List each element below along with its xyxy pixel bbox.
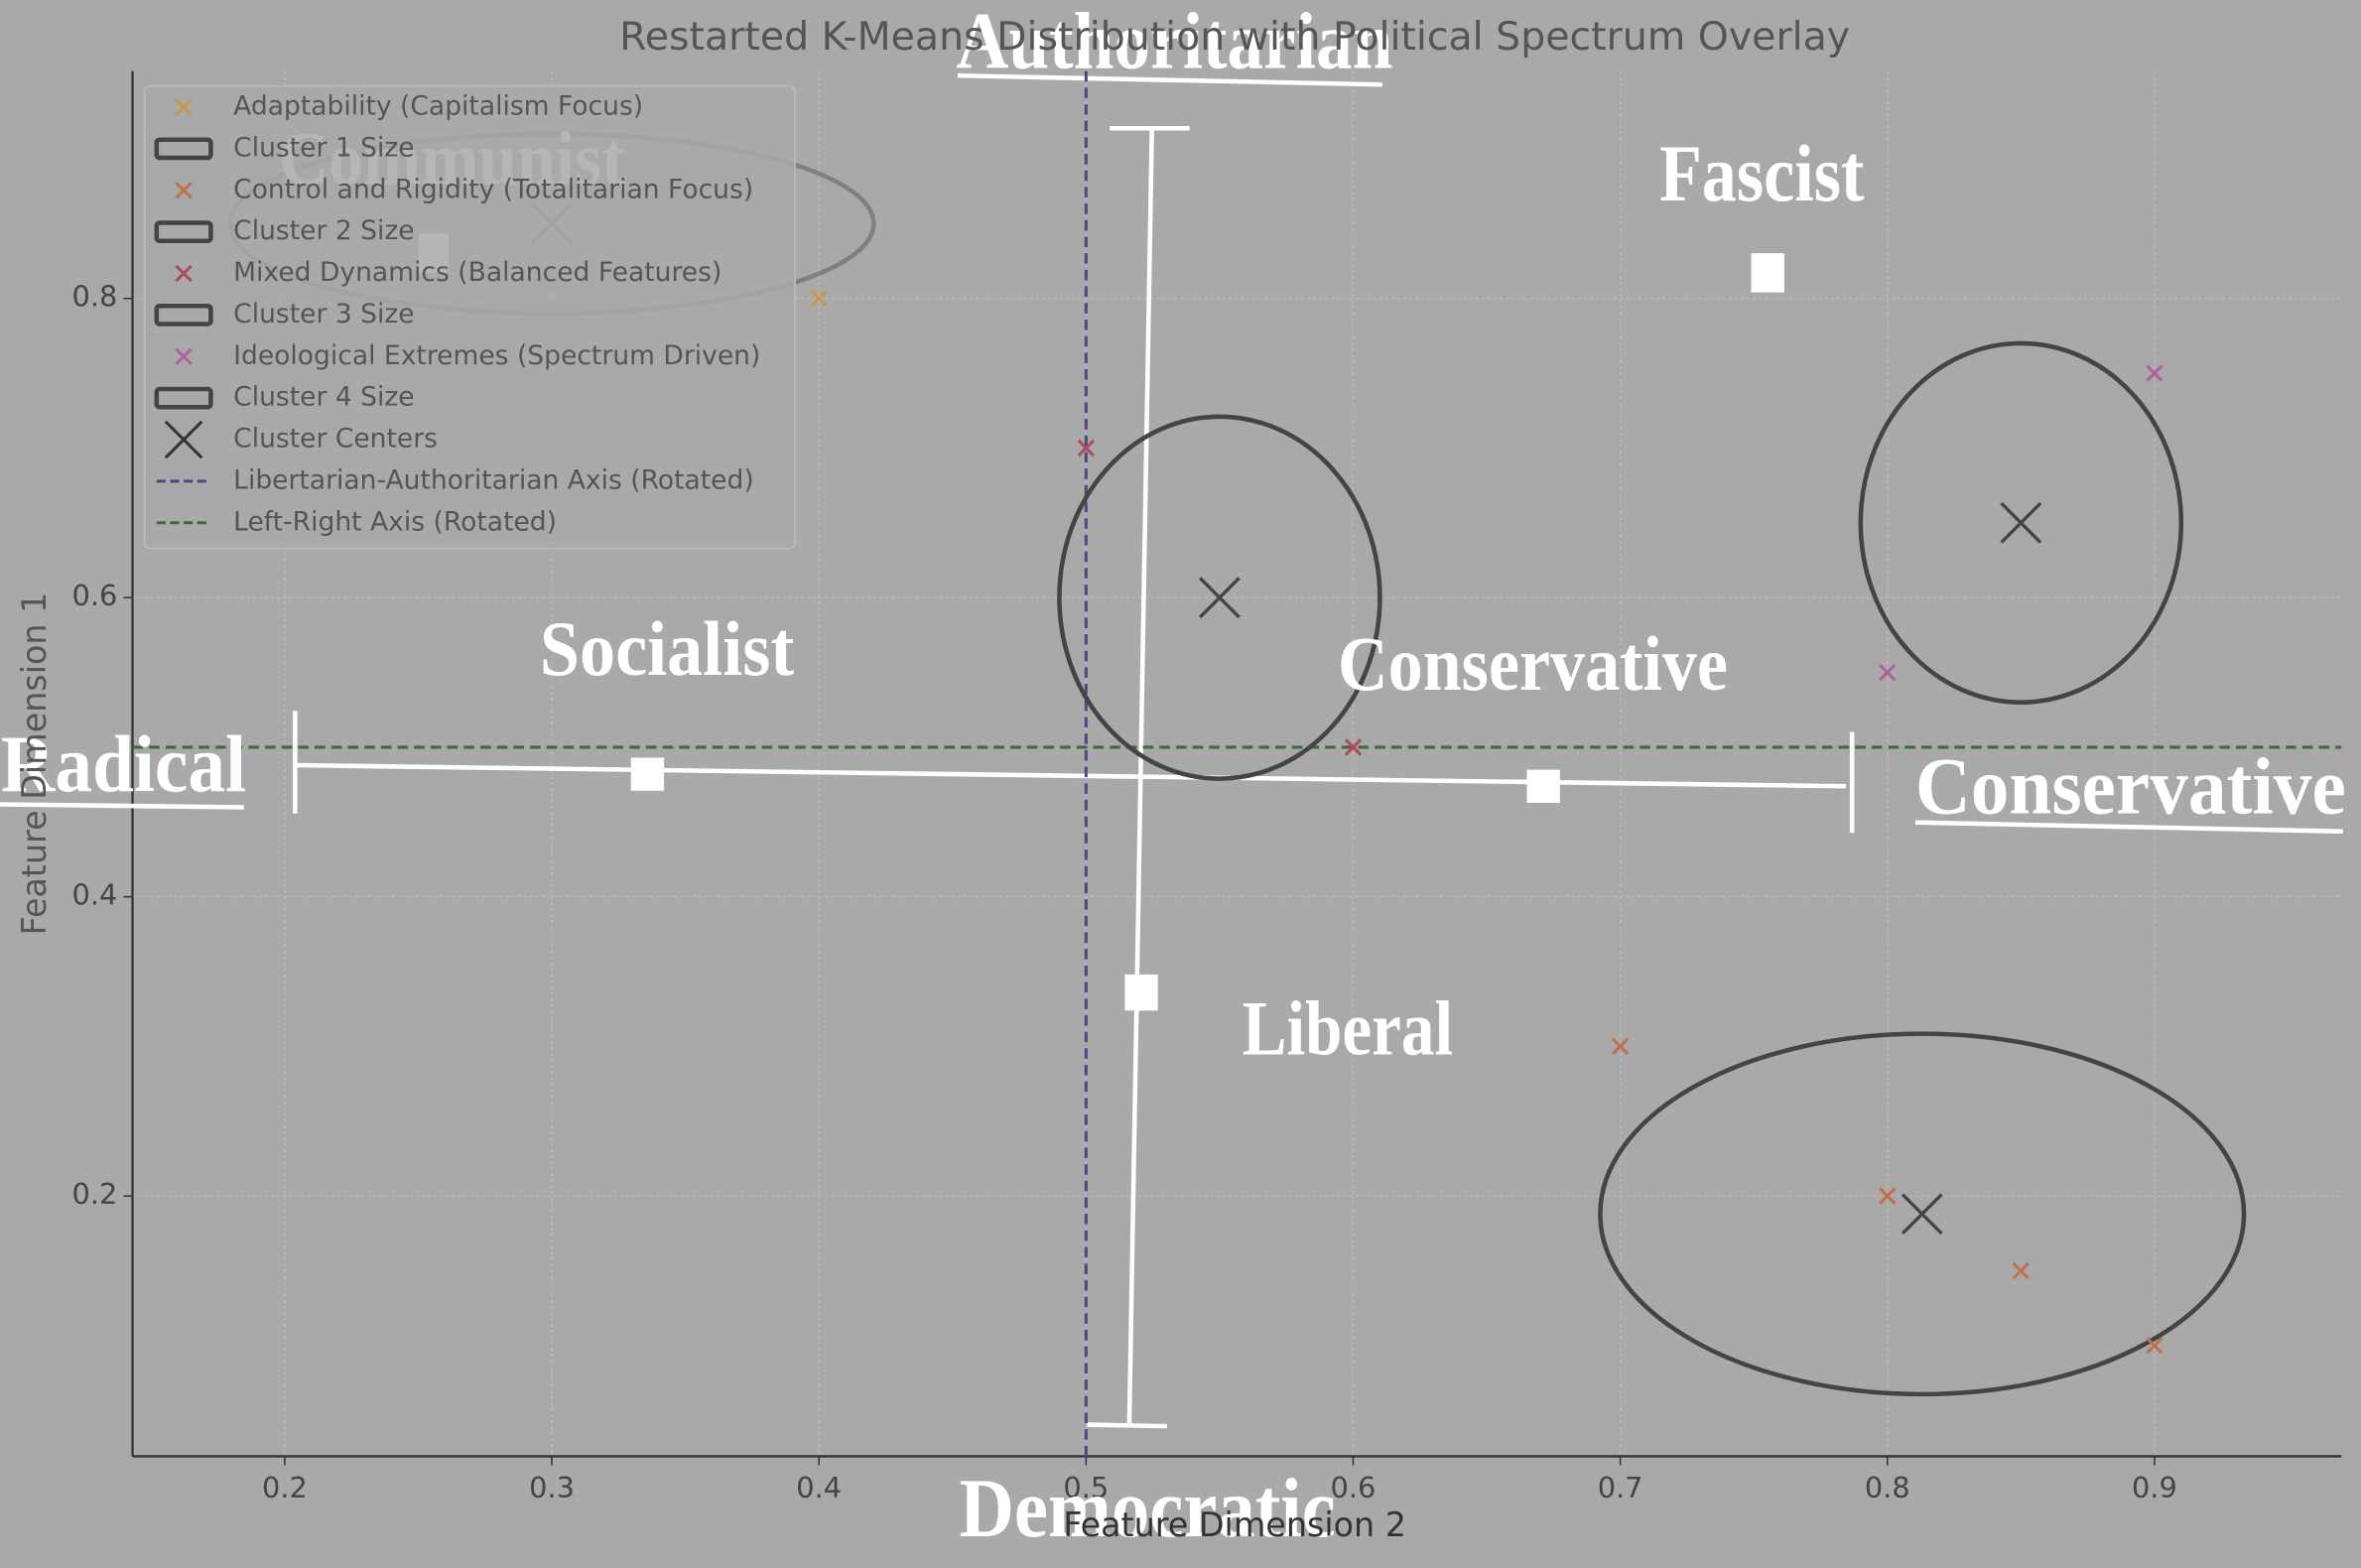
overlay-horizontal-arrow: [295, 762, 1847, 789]
x-axis-label: Feature Dimension 2: [1063, 1505, 1406, 1544]
x-tick-label: 0.5: [1063, 1471, 1109, 1504]
scatter-point: [1879, 1187, 1897, 1205]
overlay-underline: [1914, 820, 2343, 835]
x-tick-label: 0.6: [1331, 1471, 1377, 1504]
overlay-underline: [0, 802, 244, 810]
legend-label: Ideological Extremes (Spectrum Driven): [233, 340, 760, 371]
overlay-square: [1751, 253, 1784, 293]
y-tick-label: 0.6: [72, 579, 118, 612]
scatter-point: [1611, 1037, 1630, 1056]
cluster-center: [1901, 1193, 1943, 1236]
overlay-label: Democratic: [959, 1462, 1335, 1555]
y-tick-label: 0.8: [72, 280, 118, 314]
legend-label: Libertarian-Authoritarian Axis (Rotated): [233, 464, 754, 495]
scatter-point: [810, 290, 828, 308]
overlay-square: [630, 757, 665, 791]
legend-label: Control and Rigidity (Totalitarian Focus…: [233, 174, 753, 204]
x-tick-label: 0.7: [1598, 1471, 1643, 1504]
overlay-label: Socialist: [540, 606, 794, 693]
cluster-center: [2000, 501, 2042, 544]
x-tick-label: 0.8: [1865, 1471, 1910, 1504]
scatter-point: [1879, 663, 1897, 682]
legend-label: Adaptability (Capitalism Focus): [233, 91, 643, 122]
overlay-bar: [1087, 1422, 1167, 1429]
overlay-label: Radical: [1, 719, 246, 809]
legend-marker: [154, 220, 213, 244]
cluster-ellipse: [1858, 340, 2184, 705]
legend-marker: [175, 347, 193, 365]
cluster-ellipse: [1057, 414, 1382, 781]
x-tick-label: 0.2: [262, 1471, 308, 1504]
overlay-label: Fascist: [1659, 128, 1864, 218]
legend-box: [143, 85, 796, 550]
legend-label: Left-Right Axis (Rotated): [233, 506, 557, 537]
legend-marker: [154, 304, 213, 327]
legend-label: Cluster Centers: [233, 424, 438, 455]
overlay-label: Liberal: [1243, 985, 1453, 1072]
chart-title: Restarted K-Means Distribution with Poli…: [619, 14, 1850, 60]
overlay-label: Authoritarian: [956, 0, 1392, 86]
overlay-square: [1526, 769, 1560, 803]
scatter-point: [2146, 364, 2164, 382]
scatter-point: [2012, 1261, 2030, 1280]
cluster-ellipse: [1598, 1031, 2247, 1397]
legend-label: Cluster 3 Size: [233, 299, 414, 329]
legend-marker: [154, 137, 213, 161]
scatter-point: [1344, 738, 1363, 756]
overlay-underline: [957, 72, 1382, 87]
legend-marker: [175, 98, 193, 116]
overlay-square: [1124, 974, 1158, 1011]
overlay-vertical-arrow: [1126, 128, 1154, 1424]
y-tick-label: 0.4: [72, 878, 118, 912]
scatter-point: [1077, 439, 1095, 457]
x-tick-label: 0.3: [529, 1471, 575, 1504]
overlay-label: Conservative: [1915, 741, 2346, 832]
legend-label: Cluster 4 Size: [233, 382, 414, 413]
legend-marker: [154, 386, 213, 410]
legend-label: Mixed Dynamics (Balanced Features): [233, 257, 721, 288]
y-tick-label: 0.2: [72, 1177, 118, 1211]
y-axis-label: Feature Dimension 1: [15, 592, 54, 936]
legend-label: Cluster 2 Size: [233, 215, 414, 246]
legend-marker: [175, 264, 193, 283]
overlay-label: Conservative: [1338, 621, 1728, 708]
legend-marker: [164, 420, 203, 459]
legend-label: Cluster 1 Size: [233, 132, 414, 163]
x-tick-label: 0.4: [796, 1471, 842, 1504]
scatter-point: [2146, 1337, 2164, 1355]
x-tick-label: 0.9: [2132, 1471, 2177, 1504]
cluster-center: [1198, 577, 1241, 619]
legend-marker: [175, 182, 193, 199]
